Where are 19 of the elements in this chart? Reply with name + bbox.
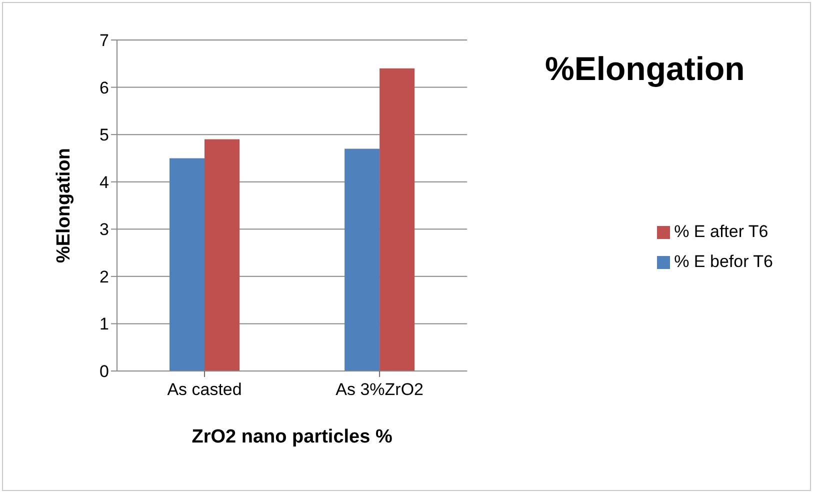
y-tick-label: 6	[100, 78, 109, 98]
y-tick-label: 4	[100, 172, 109, 192]
y-tick-label: 2	[100, 267, 109, 286]
bar	[170, 158, 205, 371]
bar	[380, 68, 415, 371]
text: %Elongation	[545, 50, 745, 88]
y-axis-title: %Elongation	[54, 148, 75, 264]
y-tick-label: 1	[100, 314, 109, 334]
y-tick-label: 5	[100, 126, 109, 145]
x-axis-title: ZrO2 nano particles %	[192, 426, 392, 448]
bar	[204, 139, 240, 371]
y-tick-label: 0	[100, 362, 109, 382]
x-tick-label: As 3%ZrO2	[336, 380, 424, 400]
y-tick-label: 7	[100, 31, 109, 50]
y-tick-label: 3	[100, 220, 109, 240]
bar	[344, 148, 380, 371]
x-tick-label: As casted	[167, 380, 242, 400]
legend-label: % E after T6	[674, 222, 768, 240]
legend-label: % E befor T6	[674, 252, 773, 270]
